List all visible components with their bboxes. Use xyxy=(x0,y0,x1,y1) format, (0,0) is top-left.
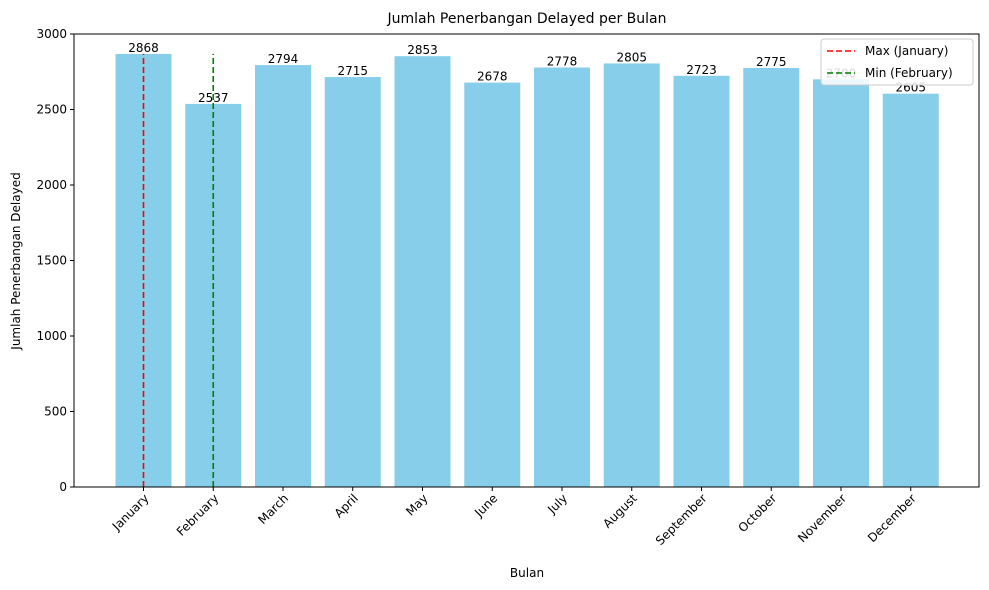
x-tick-label-december: December xyxy=(865,491,919,545)
legend-box xyxy=(820,38,974,86)
data-label-april: 2715 xyxy=(337,64,368,78)
x-tick-label-june: June xyxy=(471,491,500,520)
data-labels-layer: 2868 2537 2794 2715 2853 2678 2778 2805 2723 2775… xyxy=(128,41,926,105)
data-label-february: 2537 xyxy=(198,91,229,105)
bar-september xyxy=(673,75,730,488)
y-tick-label: 0 xyxy=(59,480,67,494)
bars-layer xyxy=(115,53,939,488)
legend-label: Min (February) xyxy=(865,66,953,80)
bar-october xyxy=(743,67,800,487)
bar-july xyxy=(534,67,590,487)
data-label-june: 2678 xyxy=(477,70,508,84)
data-label-august: 2805 xyxy=(616,50,647,64)
reference-lines-layer xyxy=(142,53,215,487)
y-tick-label: 1000 xyxy=(36,329,67,343)
bar-march xyxy=(255,65,311,487)
y-tick-label: 1500 xyxy=(36,254,67,268)
bar-june xyxy=(464,82,521,487)
bar-april xyxy=(324,77,381,487)
data-label-march: 2794 xyxy=(268,52,299,66)
x-tick-label-september: September xyxy=(653,491,710,548)
chart-title: Jumlah Penerbangan Delayed per Bulan xyxy=(387,11,667,27)
y-tick-label: 2500 xyxy=(36,103,67,117)
data-label-september: 2723 xyxy=(686,63,717,77)
bar-december xyxy=(882,93,939,488)
bar-may xyxy=(394,56,451,488)
x-tick-label-august: August xyxy=(600,491,640,531)
legend-label: Max (January) xyxy=(865,44,948,58)
x-tick-label-october: October xyxy=(736,491,780,535)
x-tick-label-july: July xyxy=(544,491,570,517)
x-tick-label-february: February xyxy=(174,491,222,539)
y-tick-label: 500 xyxy=(44,405,67,419)
y-tick-label: 3000 xyxy=(36,27,67,41)
x-tick-label-may: May xyxy=(403,491,430,518)
y-tick-label: 2000 xyxy=(36,178,67,192)
x-tick-label-november: November xyxy=(795,491,849,545)
x-tick-label-march: March xyxy=(255,491,291,527)
data-label-october: 2775 xyxy=(756,55,787,69)
bar-august xyxy=(603,63,660,487)
x-tick-label-april: April xyxy=(332,491,361,520)
bar-november xyxy=(813,79,869,488)
x-axis-title: Bulan xyxy=(510,566,544,580)
y-axis-title: Jumlah Penerbangan Delayed xyxy=(9,172,23,350)
legend: Max (January) Min (February) xyxy=(820,38,974,86)
x-tick-label-january: January xyxy=(109,491,152,534)
data-label-july: 2778 xyxy=(547,55,578,69)
data-label-january: 2868 xyxy=(128,41,159,55)
data-label-may: 2853 xyxy=(407,43,438,57)
